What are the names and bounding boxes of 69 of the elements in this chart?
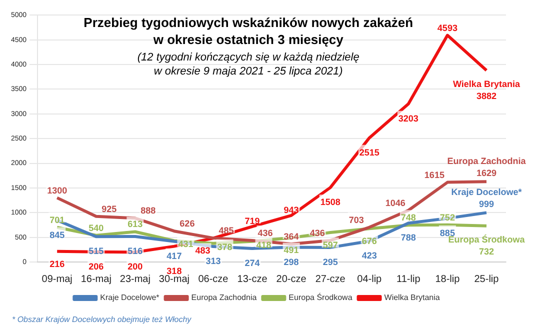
data-label: 540	[88, 222, 104, 233]
data-label: 1046	[385, 198, 406, 208]
data-label: 431	[178, 239, 194, 250]
data-label: 1300	[47, 185, 68, 196]
data-label: 295	[322, 256, 338, 267]
legend-label: Kraje Docelowe*	[100, 293, 160, 302]
x-tick-label: 18-lip	[435, 274, 460, 285]
data-label: 703	[348, 214, 364, 225]
data-label: 216	[50, 258, 65, 269]
data-label: 378	[217, 242, 232, 252]
data-label: 298	[284, 256, 299, 267]
data-label: 845	[50, 230, 65, 240]
data-label: 719	[244, 216, 260, 226]
data-label: 1629	[476, 168, 496, 178]
data-label: 999	[478, 199, 494, 210]
x-tick-label: 11-lip	[396, 274, 421, 285]
x-tick-label: 30-maj	[158, 274, 190, 285]
data-label: 436	[310, 228, 325, 238]
legend-label: Wielka Brytania	[384, 293, 440, 302]
text: * Obszar Krajów Docelowych obejmuje też Włochy	[12, 315, 192, 324]
data-label: 701	[50, 214, 65, 225]
data-label: 613	[128, 219, 143, 230]
data-label: 3203	[398, 113, 418, 124]
data-label: 436	[258, 228, 273, 238]
legend-label: Europa Zachodnia	[191, 293, 258, 302]
text: Wielka Brytania	[453, 78, 520, 89]
data-label: 313	[206, 256, 221, 266]
text: (12 tygodni kończących się w każdą niedzielę w okresie 9 maja 2021 - 25 lipca 2021)	[137, 51, 360, 78]
data-label: 485	[218, 226, 234, 236]
data-label: 888	[140, 206, 156, 216]
x-tick-label: 25-lip	[474, 274, 500, 285]
x-tick-label: 04-lip	[357, 274, 382, 285]
data-label: 274	[244, 258, 260, 268]
data-label: 417	[166, 250, 182, 261]
data-label: 788	[400, 232, 416, 243]
data-label: 676	[362, 236, 377, 246]
x-tick-label: 09-maj	[42, 274, 72, 285]
data-label: 516	[128, 246, 143, 256]
data-label: 885	[440, 228, 455, 238]
data-label: 597	[322, 240, 338, 250]
data-label: 418	[256, 240, 272, 250]
data-label: 1615	[424, 170, 444, 180]
data-label: 748	[400, 212, 416, 223]
data-label: 364	[284, 232, 299, 242]
data-label: 483	[195, 246, 210, 256]
text: Kraje Docelowe*	[451, 187, 522, 198]
data-label: 2515	[359, 147, 380, 158]
x-tick-label: 16-maj	[80, 274, 112, 285]
data-label: 626	[180, 218, 195, 229]
data-label: 515	[88, 246, 104, 256]
data-label: 318	[166, 266, 182, 276]
legend-label: Europa Środkowa	[288, 292, 353, 302]
data-label: 4593	[437, 22, 458, 33]
data-label: 925	[102, 204, 117, 214]
x-tick-label: 20-cze	[276, 274, 307, 285]
data-label: 200	[128, 262, 143, 272]
x-tick-label: 27-cze	[315, 274, 346, 285]
data-label: 752	[440, 212, 455, 222]
data-label: 206	[88, 261, 104, 272]
data-label: 3882	[476, 90, 496, 101]
x-tick-label: 13-cze	[237, 274, 268, 285]
text: Przebieg tygodniowych wskaźników nowych zakażeń w okresie ostatnich 3 miesięcy	[84, 14, 414, 47]
data-label: 732	[478, 246, 494, 256]
x-tick-label: 23-maj	[120, 274, 150, 285]
data-label: 1508	[320, 197, 340, 208]
x-tick-label: 06-cze	[198, 274, 229, 285]
text: Europa Zachodnia	[447, 156, 526, 166]
data-label: 943	[284, 204, 299, 215]
data-label: 423	[362, 250, 377, 261]
